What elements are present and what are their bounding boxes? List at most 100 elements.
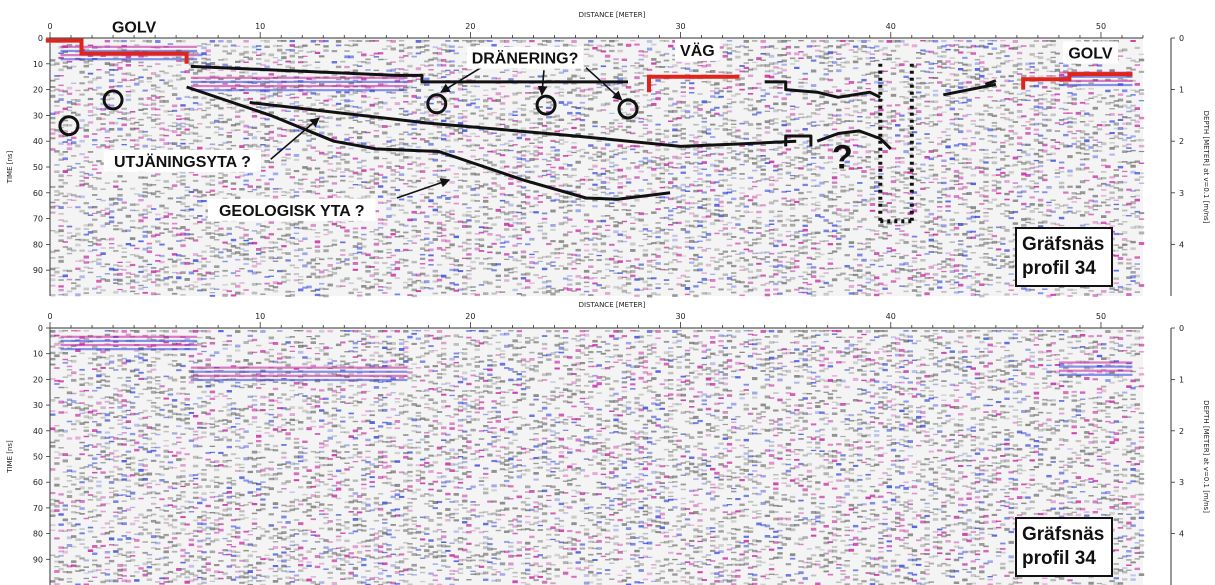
reflection-stripe [470, 143, 476, 147]
reflection-stripe [150, 72, 157, 75]
reflection-stripe [596, 155, 602, 158]
reflection-stripe [731, 236, 737, 238]
reflection-stripe [462, 257, 468, 259]
reflection-stripe [129, 74, 136, 77]
reflection-stripe [651, 62, 657, 65]
reflection-stripe [62, 61, 68, 64]
reflection-stripe [680, 132, 686, 135]
reflection-stripe [726, 288, 733, 291]
reflection-stripe [609, 177, 615, 181]
reflection-stripe [104, 98, 111, 101]
reflection-stripe [638, 189, 644, 192]
reflection-stripe [302, 68, 308, 71]
reflection-stripe [251, 45, 258, 49]
reflection-stripe [508, 177, 514, 180]
reflection-stripe [810, 275, 817, 278]
reflection-stripe [403, 286, 409, 289]
reflection-stripe [554, 40, 560, 42]
reflection-stripe [92, 139, 98, 142]
reflection-stripe [844, 265, 850, 268]
reflection-stripe [403, 265, 409, 267]
reflection-stripe [777, 40, 783, 43]
reflection-stripe [150, 234, 157, 238]
reflection-stripe [680, 183, 686, 186]
reflection-stripe [167, 276, 174, 279]
reflection-stripe [642, 149, 649, 153]
reflection-stripe [865, 288, 871, 290]
reflection-stripe [155, 96, 161, 99]
reflection-stripe [209, 250, 216, 253]
reflection-stripe [693, 184, 699, 187]
reflection-stripe [668, 214, 674, 217]
reflection-stripe [75, 162, 81, 165]
reflection-stripe [365, 40, 371, 43]
reflection-stripe [592, 277, 598, 279]
reflection-stripe [743, 46, 749, 49]
reflection-stripe [592, 194, 598, 196]
reflection-stripe [781, 97, 787, 101]
reflection-stripe [50, 121, 56, 124]
reflection-stripe [302, 126, 308, 129]
reflection-stripe [571, 126, 577, 130]
reflection-stripe [171, 253, 178, 256]
reflection-stripe [184, 257, 190, 260]
reflection-stripe [487, 97, 493, 100]
reflection-stripe [701, 125, 707, 129]
reflection-stripe [298, 259, 304, 262]
reflection-stripe [604, 292, 611, 295]
reflection-stripe [739, 100, 745, 104]
reflection-stripe [205, 78, 211, 80]
reflection-stripe [142, 265, 148, 268]
reflection-stripe [256, 178, 262, 182]
reflection-stripe [562, 205, 569, 208]
reflection-stripe [710, 181, 716, 185]
reflection-stripe [848, 120, 855, 122]
reflection-stripe [155, 179, 161, 182]
reflection-stripe [865, 40, 871, 42]
reflection-stripe [289, 241, 295, 245]
reflection-stripe [764, 178, 771, 181]
reflection-stripe [71, 99, 77, 101]
reflection-stripe [512, 228, 518, 231]
reflection-stripe [512, 266, 518, 269]
reflection-stripe [428, 73, 434, 76]
reflection-stripe [743, 148, 749, 150]
reflection-stripe [844, 113, 850, 116]
reflection-stripe [66, 269, 73, 273]
reflection-stripe [483, 267, 489, 270]
reflection-stripe [142, 108, 148, 110]
reflection-stripe [201, 229, 207, 231]
reflection-stripe [281, 275, 287, 279]
reflection-stripe [865, 62, 871, 66]
reflection-stripe [541, 221, 548, 224]
reflection-stripe [714, 152, 720, 155]
reflection-stripe [377, 239, 384, 243]
reflection-stripe [180, 170, 186, 174]
reflection-stripe [129, 263, 136, 267]
reflection-stripe [663, 163, 670, 166]
reflection-stripe [214, 64, 220, 67]
reflection-stripe [424, 77, 430, 81]
reflection-stripe [167, 258, 174, 261]
reflection-stripe [848, 99, 855, 103]
reflection-stripe [836, 69, 842, 73]
reflection-stripe [125, 94, 132, 97]
reflection-stripe [377, 195, 384, 198]
reflection-stripe [411, 128, 417, 130]
reflection-stripe [613, 179, 619, 181]
reflection-stripe [550, 175, 556, 178]
reflection-stripe [739, 187, 745, 189]
reflection-stripe [852, 60, 859, 64]
reflection-stripe [701, 130, 707, 134]
reflection-stripe [768, 183, 775, 187]
reflection-stripe [323, 294, 329, 298]
reflection-stripe [436, 131, 443, 133]
reflection-stripe [201, 288, 207, 292]
reflection-stripe [243, 257, 249, 261]
reflection-stripe [861, 243, 867, 245]
reflection-stripe [117, 175, 123, 178]
reflection-stripe [218, 256, 224, 259]
reflection-stripe [836, 142, 842, 145]
reflection-stripe [390, 193, 396, 196]
reflection-stripe [445, 126, 451, 129]
